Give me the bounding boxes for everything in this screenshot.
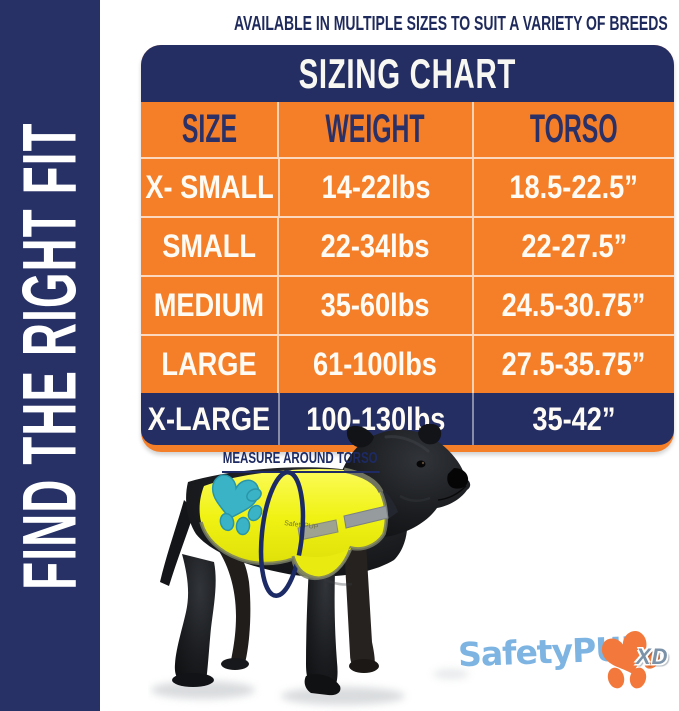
cell-weight: 22-34lbs: [276, 218, 472, 275]
card-title: SIZING CHART: [298, 49, 517, 97]
dog-nose: [447, 468, 469, 489]
hi-vis-vest: SafetyPUP: [199, 467, 389, 581]
cell-size: X-LARGE: [148, 400, 271, 437]
cell-weight: 35-60lbs: [276, 277, 472, 334]
cell-torso: 27.5-35.75”: [471, 336, 674, 393]
cell-torso: 18.5-22.5”: [472, 159, 674, 216]
cell-weight: 14-22lbs: [277, 159, 472, 216]
card-title-bar: SIZING CHART: [141, 45, 674, 102]
col-header-weight: WEIGHT: [276, 102, 472, 157]
sidebar-label: FIND THE RIGHT FIT: [7, 121, 93, 590]
cell-size: MEDIUM: [153, 287, 265, 323]
dog-photo: SafetyPUP: [151, 424, 471, 705]
cell-size: SMALL: [162, 228, 256, 264]
cell-torso: 24.5-30.75”: [471, 277, 674, 334]
top-banner-text: AVAILABLE IN MULTIPLE SIZES TO SUIT A VA…: [233, 13, 668, 35]
cell-size: LARGE: [161, 346, 257, 382]
brand-logo: SafetyPUP XD: [450, 620, 678, 700]
dog-ears: [346, 424, 442, 448]
measure-annotation: MEASURE AROUND TORSO: [222, 450, 441, 473]
paw-print-graphic: [211, 474, 263, 536]
top-banner: AVAILABLE IN MULTIPLE SIZES TO SUIT A VA…: [141, 13, 674, 36]
vest-mid-flap: [291, 548, 352, 580]
paw-print-icon: [601, 630, 661, 689]
table-row: SMALL 22-34lbs 22-27.5”: [141, 216, 674, 275]
table-row: LARGE 61-100lbs 27.5-35.75”: [141, 334, 674, 393]
cell-weight: 61-100lbs: [276, 336, 472, 393]
col-header-size: SIZE: [181, 107, 237, 151]
reflective-strips: [297, 505, 389, 541]
table-row: MEDIUM 35-60lbs 24.5-30.75”: [141, 275, 674, 334]
sidebar-banner: FIND THE RIGHT FIT: [0, 0, 100, 711]
table-row: X- SMALL 14-22lbs 18.5-22.5”: [141, 157, 674, 216]
cell-size: X- SMALL: [145, 169, 274, 205]
cell-torso: 35-42”: [472, 393, 674, 445]
brand-suffix: XD: [636, 644, 669, 669]
cell-torso: 22-27.5”: [471, 218, 674, 275]
sizing-chart-card: SIZING CHART SIZE WEIGHT TORSO X- SMALL …: [141, 45, 674, 452]
table-row-highlight: X-LARGE 100-130lbs 35-42”: [141, 393, 674, 445]
table-header-row: SIZE WEIGHT TORSO: [141, 102, 674, 157]
col-header-torso: TORSO: [471, 102, 674, 157]
